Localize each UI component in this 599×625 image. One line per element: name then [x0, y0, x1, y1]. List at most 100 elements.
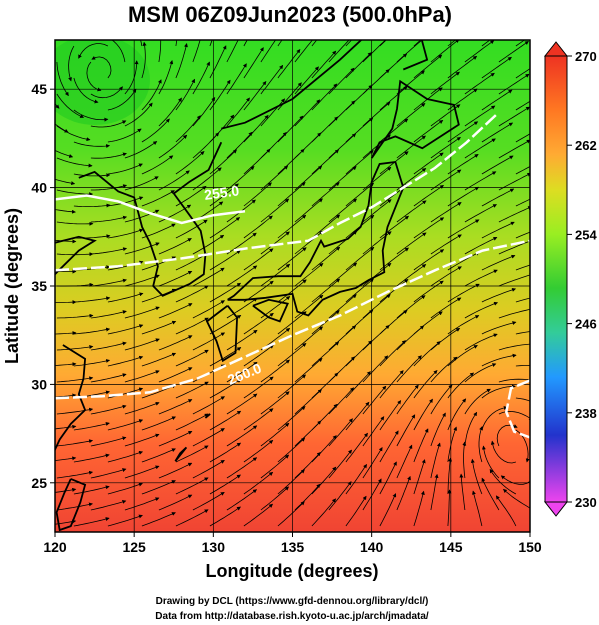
- streamline-arrow: [73, 109, 109, 122]
- streamline-arrow: [396, 444, 413, 479]
- streamline-arrow: [515, 264, 530, 271]
- streamline-arrow: [430, 442, 441, 479]
- streamline-arrow: [294, 483, 321, 511]
- streamline-arrow: [413, 280, 444, 303]
- streamline-arrow: [55, 123, 69, 133]
- streamline-arrow: [294, 40, 313, 63]
- streamline-arrow: [481, 40, 491, 47]
- streamline-arrow: [328, 67, 355, 95]
- y-tick-label: 30: [31, 376, 47, 392]
- streamline-arrow: [498, 343, 530, 351]
- streamline-arrow: [500, 475, 530, 485]
- streamline-arrow: [464, 363, 497, 383]
- streamline-arrow: [481, 155, 514, 175]
- streamline-arrow: [459, 473, 466, 511]
- streamline-arrow: [226, 361, 258, 383]
- contour-line: [55, 239, 530, 400]
- streamline-arrow: [345, 117, 374, 143]
- streamline-arrow: [260, 231, 290, 255]
- streamline-arrow: [192, 167, 222, 191]
- streamline-arrow: [447, 345, 478, 367]
- streamline-arrow: [430, 234, 462, 255]
- streamline-arrow: [141, 320, 177, 335]
- streamline-arrow: [328, 294, 357, 319]
- streamline-arrow: [141, 352, 177, 367]
- streamline-arrow: [396, 384, 419, 415]
- streamline-arrow: [464, 269, 498, 287]
- streamline-arrow: [464, 40, 495, 63]
- streamline-arrow: [277, 181, 306, 207]
- streamline-arrow: [430, 202, 462, 223]
- streamline-arrow: [209, 217, 241, 239]
- streamline-arrow: [413, 120, 444, 143]
- streamline-arrow: [243, 376, 274, 399]
- streamline-arrow: [464, 333, 498, 351]
- streamline-arrow: [55, 456, 77, 461]
- contour-label: 255.0: [203, 182, 240, 203]
- streamline-arrow: [413, 428, 429, 463]
- streamline-arrow: [107, 514, 143, 527]
- streamline-arrow: [68, 45, 75, 82]
- streamline-arrow: [56, 313, 94, 319]
- streamline-arrow: [277, 501, 305, 527]
- streamline-arrow: [345, 52, 372, 79]
- streamline-arrow: [396, 102, 426, 127]
- streamline-arrow: [515, 40, 526, 47]
- y-tick-label: 25: [31, 475, 47, 491]
- streamline-arrow: [447, 154, 479, 175]
- streamline-arrow: [243, 47, 264, 79]
- contour-line: [505, 379, 530, 439]
- streamline-arrow: [141, 448, 176, 463]
- streamline-arrow: [311, 50, 337, 79]
- streamline-arrow: [498, 139, 530, 159]
- streamline-arrow: [226, 232, 257, 255]
- streamline-arrow: [345, 495, 367, 527]
- streamline-arrow: [260, 359, 290, 383]
- streamline-arrow: [311, 466, 337, 495]
- streamline-arrow: [311, 182, 340, 207]
- streamline-arrow: [515, 397, 530, 402]
- streamline-arrow: [260, 198, 290, 223]
- streamline-arrow: [107, 292, 144, 303]
- cold-low-center: [55, 40, 150, 125]
- streamline-arrow: [55, 487, 77, 493]
- streamline-arrow: [55, 424, 77, 430]
- contour-line: [55, 194, 246, 225]
- streamline-arrow: [413, 311, 443, 335]
- streamline-arrow: [56, 221, 94, 226]
- streamline-arrow: [489, 468, 517, 495]
- streamline-arrow: [90, 86, 123, 99]
- streamline-arrow: [515, 297, 530, 303]
- streamline-arrow: [413, 152, 444, 175]
- streamline-arrow: [107, 88, 137, 111]
- streamline-arrow: [226, 131, 253, 159]
- streamline-arrow: [498, 106, 530, 127]
- streamline-arrow: [379, 40, 387, 47]
- streamline-arrow: [481, 321, 517, 335]
- streamline-arrow: [396, 264, 427, 287]
- streamline-arrow: [209, 506, 241, 527]
- streamline-arrow: [447, 55, 478, 79]
- streamline-arrow: [464, 204, 497, 223]
- streamline-arrow: [56, 470, 94, 479]
- streamline-arrow: [345, 432, 368, 463]
- streamline-arrow: [141, 512, 176, 527]
- streamline-arrow: [294, 389, 322, 415]
- streamline-arrow: [209, 45, 227, 79]
- streamline-arrow: [515, 133, 530, 143]
- credit-drawing: Drawing by DCL (https://www.gfd-dennou.o…: [156, 596, 429, 607]
- streamline-arrow: [379, 86, 408, 111]
- streamline-arrow: [226, 97, 250, 127]
- chart-title: MSM 06Z09Jun2023 (500.0hPa): [128, 2, 452, 27]
- colorbar: 270 262 254 246 238 230: [543, 41, 597, 517]
- streamline-arrow: [311, 40, 318, 47]
- coastline: [174, 446, 188, 462]
- streamline-arrow: [294, 294, 324, 319]
- streamline-arrow: [503, 488, 530, 509]
- streamline-arrow: [175, 445, 209, 463]
- streamline-arrow: [192, 40, 201, 63]
- streamline-arrow: [175, 477, 209, 495]
- streamline-arrow: [311, 214, 341, 239]
- streamline-arrow: [481, 254, 516, 271]
- coastline: [370, 79, 460, 159]
